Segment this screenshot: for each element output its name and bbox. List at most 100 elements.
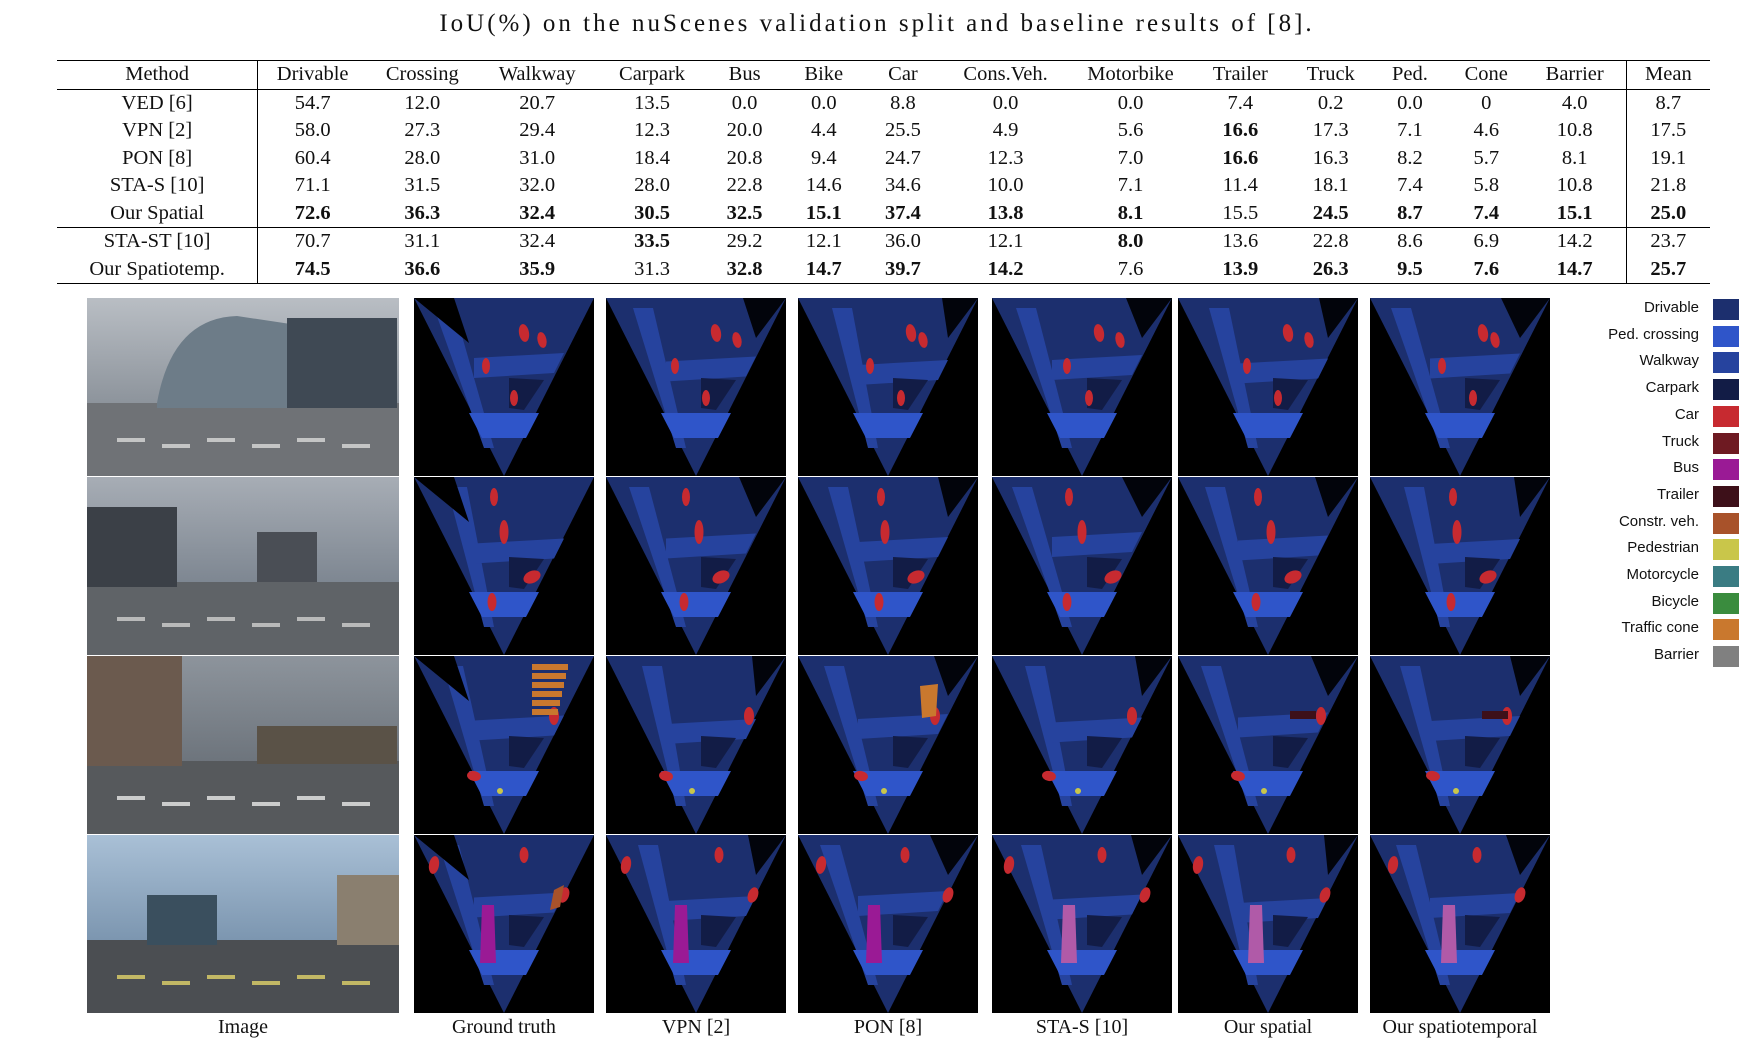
- method-cell: STA-S [10]: [57, 172, 259, 200]
- column-header: Car: [888, 63, 918, 86]
- legend-item: Ped. crossing: [1545, 325, 1741, 347]
- camera-image: [87, 835, 399, 1013]
- camera-image: [87, 656, 399, 834]
- value-cell: 70.7: [294, 230, 331, 253]
- legend-label: Constr. veh.: [1618, 512, 1699, 530]
- value-cell: 28.0: [634, 174, 670, 197]
- legend-label: Truck: [1662, 432, 1699, 450]
- legend-swatch: [1713, 299, 1739, 320]
- value-cell: 25.5: [885, 119, 921, 142]
- method-cell: Our Spatial: [57, 199, 259, 228]
- column-header: Bike: [804, 63, 844, 86]
- segmentation-map: [414, 835, 594, 1013]
- legend-swatch: [1713, 539, 1739, 561]
- legend-label: Traffic cone: [1621, 619, 1699, 637]
- column-header: Truck: [1306, 63, 1355, 86]
- value-cell: 20.0: [726, 119, 763, 142]
- column-caption: Our spatiotemporal: [1382, 1016, 1538, 1038]
- value-cell: 12.1: [987, 230, 1024, 253]
- segmentation-map: [606, 477, 786, 655]
- value-cell: 15.5: [1222, 201, 1259, 224]
- column-header: Drivable: [276, 63, 349, 86]
- table-row: Our Spatial 72.6 36.3 32.4 30.5 32.5 15.1 37.4 1…: [57, 199, 1710, 228]
- value-cell: 4.0: [1561, 91, 1588, 114]
- column-header: Mean: [1625, 60, 1710, 89]
- value-cell: 20.7: [519, 91, 556, 114]
- value-cell: 31.0: [519, 146, 556, 169]
- segmentation-map: [1178, 835, 1358, 1013]
- value-cell: 12.3: [634, 119, 670, 142]
- segmentation-map: [606, 835, 786, 1013]
- value-cell: 14.2: [987, 257, 1024, 280]
- value-cell: 7.6: [1117, 257, 1144, 280]
- value-cell: 5.7: [1473, 146, 1500, 169]
- legend-label: Barrier: [1653, 646, 1699, 664]
- column-header: Bus: [728, 63, 761, 86]
- table-row: Our Spatiotemp. 74.5 36.6 35.9 31.3 32.8 14.7 3…: [57, 255, 1710, 284]
- value-cell: 7.0: [1117, 146, 1144, 169]
- value-cell: 8.1: [1117, 201, 1144, 224]
- segmentation-map: [798, 835, 978, 1013]
- segmentation-map: [1178, 298, 1358, 476]
- column-caption: VPN [2]: [661, 1016, 731, 1038]
- value-cell: 31.3: [634, 257, 670, 280]
- legend-item: Pedestrian: [1545, 538, 1741, 561]
- value-cell: 33.5: [634, 230, 670, 253]
- value-cell: 4.6: [1473, 119, 1500, 142]
- table-row: VPN [2] 58.0 27.3 29.4 12.3 20.0 4.4 25.5 4.9 5.6…: [57, 117, 1710, 145]
- value-cell: 16.6: [1222, 146, 1259, 169]
- segmentation-map: [992, 298, 1172, 476]
- value-cell: 7.1: [1117, 174, 1144, 197]
- segmentation-map: [414, 656, 594, 834]
- legend-label: Carpark: [1645, 379, 1699, 397]
- value-cell: 10.8: [1556, 119, 1593, 142]
- segmentation-map: [414, 298, 594, 476]
- legend-label: Bicycle: [1651, 592, 1699, 610]
- value-cell: 17.3: [1312, 119, 1349, 142]
- value-cell: 13.6: [1222, 230, 1259, 253]
- legend-label: Walkway: [1639, 352, 1699, 370]
- table-row: STA-S [10] 71.1 31.5 32.0 28.0 22.8 14.6 34.6 10…: [57, 172, 1710, 200]
- value-cell: 71.1: [294, 174, 331, 197]
- value-cell: 22.8: [726, 174, 763, 197]
- method-cell: Our Spatiotemp.: [57, 255, 259, 284]
- value-cell: 8.6: [1397, 230, 1423, 253]
- legend-item: Trailer: [1545, 485, 1741, 507]
- value-cell: 60.4: [294, 146, 331, 169]
- segmentation-map: [798, 656, 978, 834]
- segmentation-map: [606, 656, 786, 834]
- method-cell: PON [8]: [57, 144, 259, 172]
- value-cell: 0.0: [731, 91, 758, 114]
- value-cell: 36.3: [404, 201, 441, 224]
- table-row: PON [8] 60.4 28.0 31.0 18.4 20.8 9.4 24.7 12.3 7.…: [57, 144, 1710, 172]
- value-cell: 36.0: [885, 230, 921, 253]
- value-cell: 13.9: [1222, 257, 1259, 280]
- value-cell: 7.4: [1473, 201, 1500, 224]
- legend-item: Walkway: [1545, 351, 1741, 374]
- value-cell: 15.1: [805, 201, 842, 224]
- legend-swatch: [1713, 646, 1739, 668]
- legend-label: Bus: [1673, 459, 1699, 477]
- value-cell: 31.1: [404, 230, 441, 253]
- legend-item: Motorcycle: [1545, 565, 1741, 587]
- legend-swatch: [1713, 592, 1739, 614]
- value-cell: 19.1: [1625, 144, 1710, 172]
- value-cell: 13.5: [634, 91, 670, 114]
- value-cell: 32.4: [519, 201, 556, 224]
- segmentation-map: [992, 477, 1172, 655]
- value-cell: 8.2: [1397, 146, 1423, 169]
- value-cell: 8.8: [890, 91, 916, 114]
- legend-label: Trailer: [1657, 485, 1699, 503]
- method-cell: VED [6]: [57, 89, 259, 117]
- column-header: Barrier: [1545, 63, 1604, 86]
- value-cell: 4.4: [810, 119, 837, 142]
- value-cell: 32.0: [519, 174, 556, 197]
- legend-swatch: [1713, 352, 1739, 374]
- legend-swatch: [1713, 459, 1739, 481]
- value-cell: 8.7: [1397, 201, 1423, 224]
- column-header: Crossing: [385, 63, 459, 86]
- column-caption: STA-S [10]: [1035, 1016, 1129, 1038]
- camera-image: [87, 477, 399, 655]
- value-cell: 25.0: [1625, 199, 1710, 228]
- value-cell: 9.4: [810, 146, 837, 169]
